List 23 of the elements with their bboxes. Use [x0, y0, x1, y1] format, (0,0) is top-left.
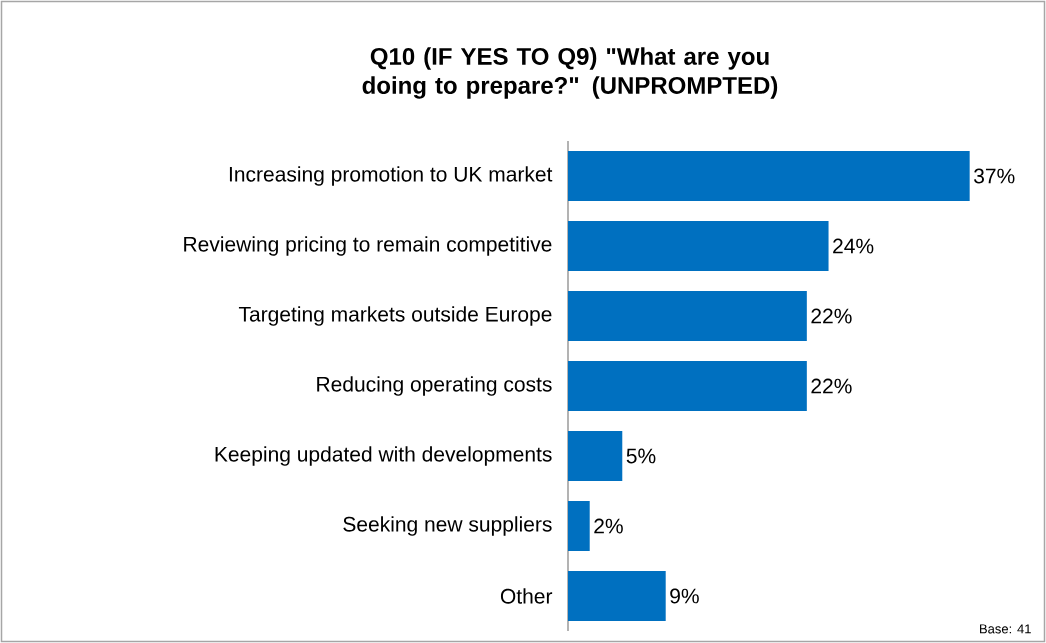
bar: [568, 571, 666, 621]
y-tick-label: Reviewing pricing to remain competitive: [184, 236, 552, 256]
bar: [568, 221, 829, 271]
data-label: 5%: [626, 448, 656, 464]
y-tick-label: Seeking new suppliers: [343, 516, 552, 536]
y-tick-label: Reducing operating costs: [317, 376, 552, 396]
data-label: 2%: [594, 518, 623, 534]
data-label: 9%: [670, 588, 699, 604]
data-label: 24%: [833, 238, 874, 254]
y-tick-label: Increasing promotion to UK market: [229, 166, 553, 186]
chart-title: Q10 (IF YES TO Q9) "What are you doing to prepare?" (UNPROMPTED): [362, 47, 778, 99]
bar: [568, 291, 807, 341]
bar: [568, 361, 807, 411]
text: Base: 41: [980, 624, 1031, 634]
data-label: 22%: [811, 378, 852, 394]
y-tick-label: Keeping updated with developments: [215, 446, 552, 466]
data-label: 22%: [811, 308, 852, 324]
y-tick-label: Other: [500, 588, 553, 604]
bar: [568, 501, 590, 551]
data-label: 37%: [974, 168, 1015, 184]
y-tick-label: Targeting markets outside Europe: [238, 306, 552, 326]
bar: [568, 151, 970, 201]
bar: [568, 431, 623, 481]
